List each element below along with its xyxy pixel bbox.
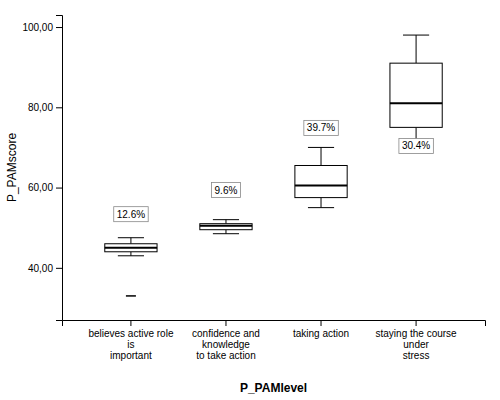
tick-mark xyxy=(416,320,417,326)
tick-label: 100,00 xyxy=(22,22,53,33)
whisker xyxy=(416,127,417,139)
tick-label: confidence andknowledgeto take action xyxy=(192,328,260,361)
tick-mark xyxy=(321,320,322,326)
tick-label: 40,00 xyxy=(28,263,53,274)
box xyxy=(105,244,157,252)
boxes xyxy=(105,35,442,296)
cap xyxy=(213,233,239,234)
tick: taking action xyxy=(293,320,349,339)
box-plot xyxy=(295,147,347,207)
cap xyxy=(118,237,144,238)
axis-line xyxy=(56,16,63,321)
whisker xyxy=(225,230,226,234)
annotation-text: 39.7% xyxy=(307,122,335,133)
annotation-box xyxy=(114,207,148,222)
tick-mark xyxy=(130,320,131,326)
whisker xyxy=(416,35,417,63)
tick: believes active roleisimportant xyxy=(88,320,173,361)
cap xyxy=(308,147,334,148)
tick: staying the courseunderstress xyxy=(375,320,457,361)
cap xyxy=(118,255,144,256)
cap xyxy=(308,207,334,208)
x-axis-title: P_PAMlevel xyxy=(240,381,307,395)
annotation: 9.6% xyxy=(212,183,241,198)
tick-label: 60,00 xyxy=(28,182,53,193)
annotation: 12.6% xyxy=(114,207,148,222)
tick: 100,00 xyxy=(22,22,62,33)
annotation-box xyxy=(304,120,338,135)
tick-label: taking action xyxy=(293,328,349,339)
annotation: 39.7% xyxy=(304,120,338,135)
annotation-box xyxy=(399,138,433,153)
median xyxy=(295,185,347,187)
box-plot xyxy=(390,35,442,139)
y-axis: 40,00 60,00 80,00 100,00 xyxy=(22,16,62,321)
tick-mark xyxy=(56,268,62,269)
box xyxy=(390,63,442,127)
box-plot xyxy=(105,238,157,296)
tick-label: believes active roleisimportant xyxy=(88,328,173,361)
whisker xyxy=(130,238,131,244)
x-axis: believes active roleisimportant confidenc… xyxy=(63,320,486,361)
annotation: 30.4% xyxy=(399,138,433,153)
plot: 40,00 60,00 80,00 100,00 believes active rol… xyxy=(22,16,485,362)
box-plot xyxy=(200,220,252,234)
tick-mark xyxy=(56,188,62,189)
median xyxy=(105,247,157,249)
median xyxy=(200,225,252,227)
annotation-text: 12.6% xyxy=(117,209,145,220)
tick-mark xyxy=(56,107,62,108)
whisker xyxy=(321,147,322,165)
tick: confidence andknowledgeto take action xyxy=(192,320,260,361)
flier xyxy=(126,295,136,297)
tick-label: staying the courseunderstress xyxy=(375,328,457,361)
tick-mark xyxy=(56,27,62,28)
axis-line xyxy=(63,321,486,327)
chart: 40,00 60,00 80,00 100,00 believes active rol… xyxy=(0,0,500,400)
box xyxy=(295,165,347,197)
box xyxy=(200,224,252,230)
whisker xyxy=(321,198,322,208)
tick: 40,00 xyxy=(28,263,62,274)
whisker xyxy=(130,252,131,256)
cap xyxy=(403,35,429,36)
tick-mark xyxy=(225,320,226,326)
cap xyxy=(213,219,239,220)
tick: 80,00 xyxy=(28,102,62,113)
median xyxy=(390,102,442,104)
annotation-box xyxy=(212,183,241,198)
annotation-text: 30.4% xyxy=(402,140,430,151)
tick: 60,00 xyxy=(28,182,62,193)
tick-label: 80,00 xyxy=(28,102,53,113)
y-axis-title: P_PAMscore xyxy=(5,133,19,202)
annotation-text: 9.6% xyxy=(215,185,238,196)
whisker xyxy=(225,220,226,224)
annotations: 12.6% 9.6% 39.7% 30.4% xyxy=(114,120,434,221)
